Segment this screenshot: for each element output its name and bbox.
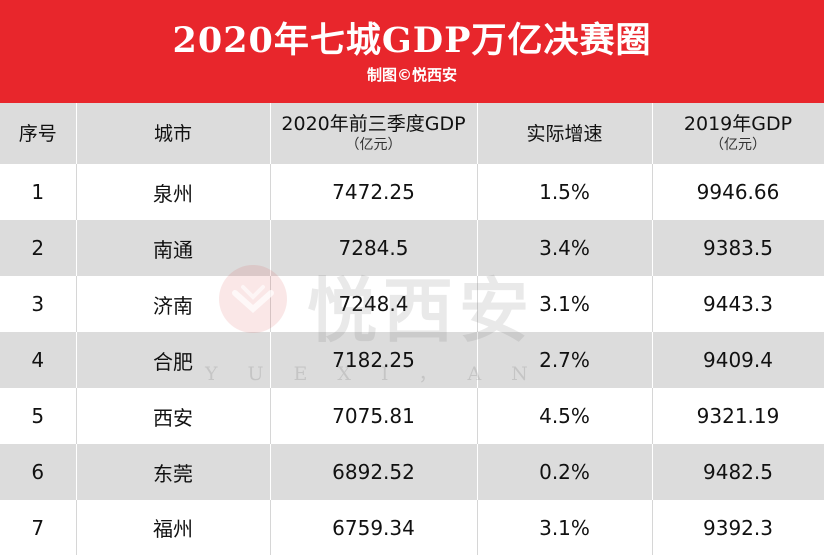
- cell-growth: 0.2%: [477, 444, 653, 500]
- cell-city: 泉州: [76, 164, 271, 220]
- table-row: 7 福州 6759.34 3.1% 9392.3: [0, 500, 824, 555]
- cell-gdp-2019: 9392.3: [652, 500, 824, 555]
- cell-gdp-2020: 7075.81: [270, 388, 478, 444]
- cell-gdp-2020: 6759.34: [270, 500, 478, 555]
- cell-gdp-2020: 6892.52: [270, 444, 478, 500]
- cell-growth: 3.1%: [477, 500, 653, 555]
- cell-city: 合肥: [76, 332, 271, 388]
- table-row: 1 泉州 7472.25 1.5% 9946.66: [0, 164, 824, 220]
- cell-city: 济南: [76, 276, 271, 332]
- gdp-table: 序号 城市 2020年前三季度GDP （亿元） 实际增速 2019年GDP （亿元）…: [0, 103, 824, 555]
- cell-gdp-2019: 9946.66: [652, 164, 824, 220]
- cell-city: 南通: [76, 220, 271, 276]
- cell-gdp-2020: 7182.25: [270, 332, 478, 388]
- chart-credit: 制图©悦西安: [366, 66, 457, 84]
- table-row: 2 南通 7284.5 3.4% 9383.5: [0, 220, 824, 276]
- cell-city: 西安: [76, 388, 271, 444]
- table-row: 3 济南 7248.4 3.1% 9443.3: [0, 276, 824, 332]
- cell-rank: 6: [0, 444, 77, 500]
- header-city: 城市: [76, 103, 271, 164]
- header-rank: 序号: [0, 103, 77, 164]
- cell-gdp-2020: 7248.4: [270, 276, 478, 332]
- cell-rank: 1: [0, 164, 77, 220]
- cell-growth: 4.5%: [477, 388, 653, 444]
- table-row: 5 西安 7075.81 4.5% 9321.19: [0, 388, 824, 444]
- cell-city: 福州: [76, 500, 271, 555]
- cell-growth: 3.1%: [477, 276, 653, 332]
- cell-gdp-2019: 9443.3: [652, 276, 824, 332]
- page-title: 2020年七城GDP万亿决赛圈: [172, 20, 652, 61]
- cell-city: 东莞: [76, 444, 271, 500]
- cell-gdp-2019: 9409.4: [652, 332, 824, 388]
- cell-rank: 5: [0, 388, 77, 444]
- table-row: 4 合肥 7182.25 2.7% 9409.4: [0, 332, 824, 388]
- cell-gdp-2019: 9383.5: [652, 220, 824, 276]
- header-gdp-2020: 2020年前三季度GDP （亿元）: [270, 103, 478, 164]
- cell-growth: 3.4%: [477, 220, 653, 276]
- cell-rank: 4: [0, 332, 77, 388]
- cell-growth: 1.5%: [477, 164, 653, 220]
- header-growth: 实际增速: [477, 103, 653, 164]
- cell-gdp-2019: 9482.5: [652, 444, 824, 500]
- cell-rank: 7: [0, 500, 77, 555]
- cell-rank: 3: [0, 276, 77, 332]
- cell-gdp-2020: 7472.25: [270, 164, 478, 220]
- cell-gdp-2019: 9321.19: [652, 388, 824, 444]
- cell-growth: 2.7%: [477, 332, 653, 388]
- table-row: 6 东莞 6892.52 0.2% 9482.5: [0, 444, 824, 500]
- title-banner: 2020年七城GDP万亿决赛圈 制图©悦西安: [0, 0, 824, 103]
- cell-rank: 2: [0, 220, 77, 276]
- cell-gdp-2020: 7284.5: [270, 220, 478, 276]
- table-header-row: 序号 城市 2020年前三季度GDP （亿元） 实际增速 2019年GDP （亿元）: [0, 103, 824, 164]
- header-gdp-2019: 2019年GDP （亿元）: [652, 103, 824, 164]
